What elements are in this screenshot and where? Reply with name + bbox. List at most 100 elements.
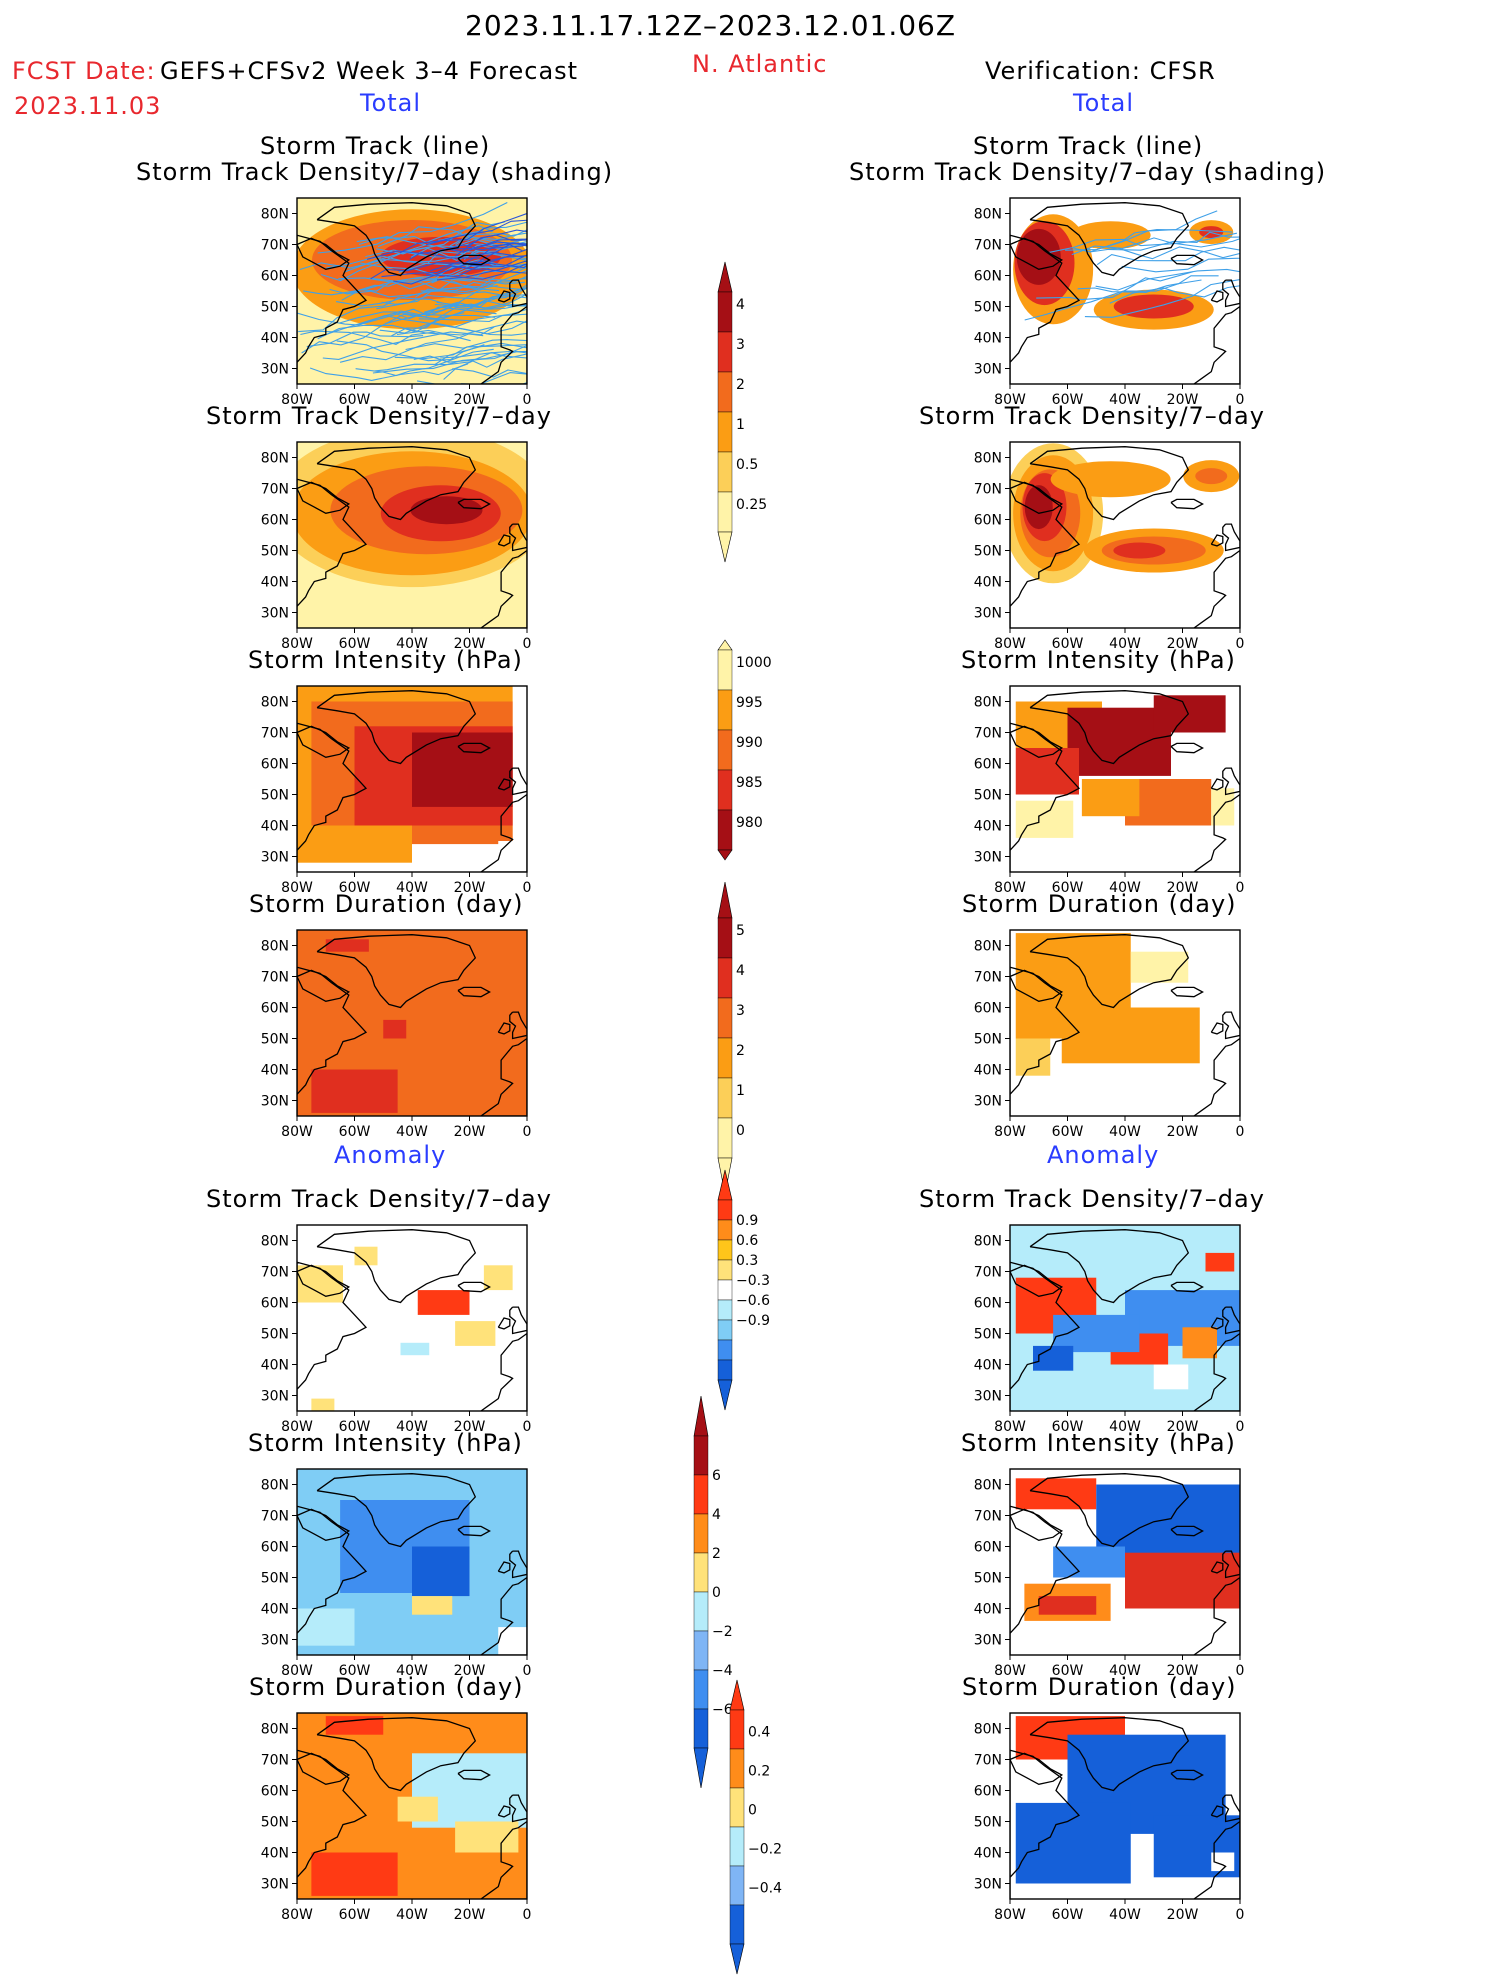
lat-tick-label: 60N: [261, 757, 289, 773]
lon-tick-label: 60W: [1052, 880, 1084, 896]
lon-tick-label: 20W: [1167, 1663, 1199, 1679]
colorbar-label: 3: [736, 1003, 745, 1019]
colorbar-intensity-total: 1000 995 990 985 980: [717, 639, 778, 874]
lat-tick-label: 70N: [261, 1265, 289, 1281]
map-fcst-intensity: 80N 70N 60N 50N 40N 30N 80W 60W 40W 20W 0: [255, 685, 545, 902]
colorbar-label: 995: [736, 695, 763, 711]
lat-tick-label: 60N: [974, 757, 1002, 773]
lat-tick-label: 60N: [974, 1296, 1002, 1312]
colorbar-density-anom: 0.9 0.6 0.3 −0.3 −0.6 −0.9: [717, 1169, 778, 1424]
lat-tick-label: 70N: [974, 1265, 1002, 1281]
lon-tick-label: 20W: [1167, 1419, 1199, 1435]
lat-tick-label: 50N: [974, 544, 1002, 560]
lat-tick-label: 50N: [261, 1815, 289, 1831]
map-obs-intensity-anom: 80N 70N 60N 50N 40N 30N 80W 60W 40W 20W 0: [968, 1468, 1258, 1685]
lat-tick-label: 80N: [974, 207, 1002, 223]
lat-tick-label: 70N: [974, 1753, 1002, 1769]
colorbar-intensity-anom: 6 4 2 0 −2 −4 −6: [693, 1395, 754, 1802]
colorbar-label: 990: [736, 735, 763, 751]
lat-tick-label: 50N: [261, 1032, 289, 1048]
lat-tick-label: 40N: [974, 1602, 1002, 1618]
lat-tick-label: 40N: [974, 575, 1002, 591]
left-total-label: Total: [360, 89, 422, 117]
lon-tick-label: 20W: [454, 1663, 486, 1679]
lat-tick-label: 40N: [974, 1846, 1002, 1862]
lat-tick-label: 70N: [261, 1509, 289, 1525]
lat-tick-label: 30N: [974, 850, 1002, 866]
lat-tick-label: 40N: [261, 1602, 289, 1618]
lat-tick-label: 30N: [261, 362, 289, 378]
right-total-label: Total: [1073, 89, 1135, 117]
colorbar-density-total: 4 3 2 1 0.5 0.25: [717, 261, 778, 576]
lat-tick-label: 50N: [261, 300, 289, 316]
lat-tick-label: 80N: [261, 939, 289, 955]
lon-tick-label: 20W: [1167, 1124, 1199, 1140]
lon-tick-label: 40W: [396, 1663, 428, 1679]
lon-tick-label: 60W: [339, 1907, 371, 1923]
colorbar-label: 0.6: [736, 1233, 758, 1249]
lat-tick-label: 70N: [261, 970, 289, 986]
lon-tick-label: 80W: [994, 1419, 1026, 1435]
colorbar-label: −6: [712, 1702, 733, 1718]
lon-tick-label: 60W: [1052, 636, 1084, 652]
lon-tick-label: 0: [523, 1907, 532, 1923]
colorbar-label: −0.6: [736, 1293, 770, 1309]
lat-tick-label: 30N: [261, 1389, 289, 1405]
lat-tick-label: 70N: [974, 238, 1002, 254]
colorbar-label: 0.2: [748, 1763, 770, 1779]
l3-title: Storm Intensity (hPa): [248, 646, 523, 674]
lon-tick-label: 20W: [454, 636, 486, 652]
colorbar-label: 0.3: [736, 1253, 758, 1269]
lat-tick-label: 70N: [261, 482, 289, 498]
lon-tick-label: 80W: [281, 880, 313, 896]
lon-tick-label: 20W: [454, 1419, 486, 1435]
lon-tick-label: 60W: [339, 1663, 371, 1679]
l1-title-b: Storm Track Density/7–day (shading): [136, 158, 614, 186]
lat-tick-label: 30N: [261, 850, 289, 866]
lat-tick-label: 60N: [261, 269, 289, 285]
right-anomaly-label: Anomaly: [1047, 1141, 1160, 1169]
lat-tick-label: 80N: [261, 695, 289, 711]
lon-tick-label: 40W: [1109, 1124, 1141, 1140]
l6-title: Storm Intensity (hPa): [248, 1429, 523, 1457]
lon-tick-label: 0: [1236, 1124, 1245, 1140]
r1-title-a: Storm Track (line): [973, 132, 1204, 160]
lon-tick-label: 40W: [396, 636, 428, 652]
r3-title: Storm Intensity (hPa): [961, 646, 1236, 674]
lon-tick-label: 60W: [1052, 1419, 1084, 1435]
map-fcst-density: 80N 70N 60N 50N 40N 30N 80W 60W 40W 20W 0: [255, 441, 545, 658]
verification-label: Verification: CFSR: [985, 57, 1216, 85]
lat-tick-label: 30N: [261, 1877, 289, 1893]
lon-tick-label: 20W: [1167, 636, 1199, 652]
region-label: N. Atlantic: [692, 50, 828, 78]
lat-tick-label: 30N: [974, 1633, 1002, 1649]
colorbar-label: −4: [712, 1663, 733, 1679]
main-title: 2023.11.17.12Z–2023.12.01.06Z: [465, 9, 957, 42]
r4-title: Storm Duration (day): [962, 890, 1237, 918]
lat-tick-label: 50N: [261, 788, 289, 804]
map-obs-density: 80N 70N 60N 50N 40N 30N 80W 60W 40W 20W 0: [968, 441, 1258, 658]
map-obs-intensity: 80N 70N 60N 50N 40N 30N 80W 60W 40W 20W 0: [968, 685, 1258, 902]
r2-title: Storm Track Density/7–day: [919, 402, 1265, 430]
lon-tick-label: 80W: [281, 1663, 313, 1679]
r1-title-b: Storm Track Density/7–day (shading): [849, 158, 1327, 186]
lat-tick-label: 70N: [261, 726, 289, 742]
colorbar-label: −0.2: [748, 1841, 782, 1857]
colorbar-label: 4: [736, 297, 745, 313]
lon-tick-label: 80W: [281, 1124, 313, 1140]
lat-tick-label: 50N: [974, 300, 1002, 316]
colorbar-label: 0.25: [736, 497, 767, 513]
lon-tick-label: 60W: [339, 636, 371, 652]
lon-tick-label: 40W: [1109, 1419, 1141, 1435]
lat-tick-label: 80N: [974, 1722, 1002, 1738]
lat-tick-label: 50N: [261, 1571, 289, 1587]
lon-tick-label: 80W: [994, 1124, 1026, 1140]
lat-tick-label: 40N: [974, 1063, 1002, 1079]
lat-tick-label: 30N: [261, 606, 289, 622]
colorbar-label: −0.4: [748, 1880, 782, 1896]
colorbar-label: −0.9: [736, 1313, 770, 1329]
lon-tick-label: 60W: [1052, 1124, 1084, 1140]
lon-tick-label: 0: [1236, 880, 1245, 896]
colorbar-label: 985: [736, 775, 763, 791]
map-obs-duration-anom: 80N 70N 60N 50N 40N 30N 80W 60W 40W 20W 0: [968, 1712, 1258, 1929]
